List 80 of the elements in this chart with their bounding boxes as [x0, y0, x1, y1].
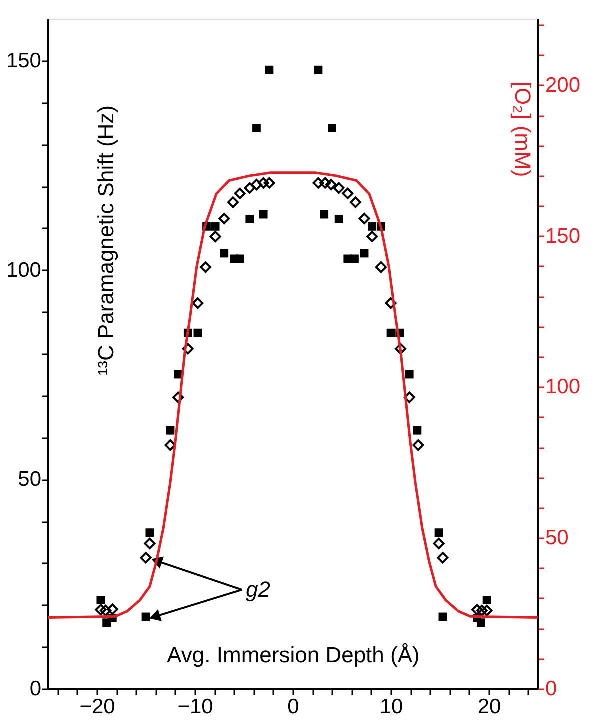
- point: [328, 124, 336, 132]
- point: [412, 440, 424, 452]
- y2-tick-label: 50: [546, 526, 569, 550]
- point: [481, 604, 493, 616]
- y-tick-label: 0: [30, 678, 42, 700]
- y2-tick-label: 150: [546, 224, 581, 248]
- point: [250, 179, 262, 191]
- point: [106, 604, 118, 616]
- point: [482, 596, 492, 604]
- point: [252, 124, 261, 132]
- point: [350, 254, 359, 264]
- point: [358, 213, 370, 224]
- y-axis-title: ¹³C Paramagnetic Shift (Hz): [94, 106, 118, 376]
- point: [264, 177, 276, 189]
- point: [265, 66, 274, 74]
- point: [476, 604, 488, 616]
- point: [413, 426, 422, 435]
- point: [433, 538, 445, 550]
- y2-tick-label: 200: [546, 74, 581, 97]
- point: [334, 214, 344, 224]
- point: [227, 196, 239, 208]
- point: [246, 214, 254, 224]
- point: [385, 298, 397, 310]
- point: [182, 343, 194, 355]
- point: [395, 343, 407, 355]
- point: [434, 528, 444, 537]
- point: [100, 604, 112, 616]
- point: [200, 262, 212, 274]
- point: [375, 262, 387, 274]
- point: [244, 182, 256, 194]
- point: [476, 618, 486, 628]
- x-axis-title: Avg. Immersion Depth (Å): [167, 642, 420, 668]
- annotation: g2: [246, 576, 270, 602]
- point: [211, 222, 220, 231]
- point: [218, 213, 230, 224]
- point: [366, 231, 378, 242]
- y2-tick-label: 100: [546, 376, 581, 399]
- point: [320, 177, 332, 189]
- point: [405, 370, 414, 379]
- point: [194, 328, 202, 338]
- point: [258, 177, 270, 189]
- point: [172, 392, 184, 404]
- point: [142, 612, 150, 622]
- point: [259, 210, 268, 219]
- point: [166, 426, 175, 435]
- point: [368, 222, 377, 231]
- point: [144, 538, 156, 550]
- x-tick-label: 10: [380, 696, 404, 718]
- x-tick-label: 0: [288, 696, 300, 718]
- point: [140, 552, 152, 564]
- y-tick-label: 100: [6, 258, 42, 282]
- point: [210, 231, 222, 242]
- point: [320, 210, 329, 219]
- y-tick-label: 150: [6, 49, 42, 72]
- x-tick-label: 20: [478, 696, 502, 718]
- point: [471, 604, 483, 616]
- point: [96, 596, 106, 604]
- point: [333, 182, 345, 194]
- point: [360, 249, 369, 258]
- point: [314, 66, 323, 74]
- point: [404, 392, 416, 404]
- point: [437, 552, 449, 564]
- x-tick-label: −10: [178, 696, 214, 718]
- point: [164, 440, 176, 452]
- point: [95, 604, 107, 616]
- y2-tick-label: 0: [546, 678, 558, 700]
- point: [146, 528, 154, 537]
- point: [350, 196, 362, 208]
- x-tick-label: −20: [80, 696, 116, 718]
- point: [236, 254, 244, 264]
- point: [220, 249, 229, 258]
- point: [342, 188, 354, 200]
- y2-axis-title: [O₂] (mM): [510, 82, 536, 178]
- point: [386, 328, 396, 338]
- y-tick-label: 50: [18, 468, 42, 492]
- point: [234, 188, 246, 200]
- point: [438, 612, 448, 622]
- point: [192, 298, 204, 310]
- point: [312, 177, 324, 189]
- point: [325, 179, 337, 191]
